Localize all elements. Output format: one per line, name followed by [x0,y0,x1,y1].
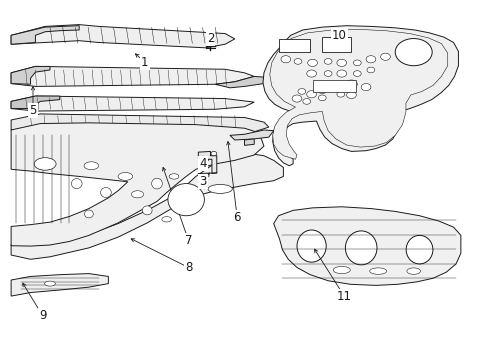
Circle shape [345,80,357,89]
Circle shape [336,91,344,97]
Ellipse shape [406,268,420,274]
Circle shape [318,95,325,101]
Circle shape [317,86,326,94]
Ellipse shape [101,188,111,198]
Polygon shape [11,26,79,44]
Polygon shape [269,29,447,159]
Circle shape [380,53,389,60]
Polygon shape [263,26,458,166]
Ellipse shape [71,179,82,189]
Circle shape [361,84,370,91]
Text: 5: 5 [29,104,37,117]
Circle shape [324,59,331,64]
Circle shape [346,91,356,99]
Circle shape [302,99,310,104]
Circle shape [353,60,361,66]
Ellipse shape [296,230,325,262]
Circle shape [210,152,216,156]
Polygon shape [11,66,50,84]
Polygon shape [229,130,273,140]
Circle shape [336,70,346,77]
Polygon shape [312,80,356,93]
Ellipse shape [151,178,162,189]
Circle shape [306,70,316,77]
Circle shape [366,67,374,73]
Text: 10: 10 [331,29,346,42]
Ellipse shape [84,162,99,170]
Circle shape [326,84,334,90]
Ellipse shape [34,158,56,170]
Polygon shape [11,66,254,86]
Ellipse shape [162,217,171,222]
Ellipse shape [131,191,143,198]
Ellipse shape [169,174,179,179]
Text: 7: 7 [184,234,192,247]
Text: 1: 1 [141,55,148,69]
Polygon shape [273,207,460,285]
Polygon shape [11,154,283,259]
Text: 2: 2 [206,32,214,45]
Ellipse shape [167,184,204,216]
Polygon shape [11,123,264,246]
Polygon shape [11,96,60,109]
Polygon shape [244,139,254,145]
Circle shape [281,56,290,63]
Ellipse shape [84,210,93,218]
Circle shape [297,89,305,94]
Ellipse shape [406,235,432,264]
Circle shape [353,71,361,76]
Circle shape [307,59,317,66]
Text: 6: 6 [233,211,241,224]
Text: 9: 9 [39,309,46,322]
Text: 8: 8 [184,261,192,274]
Text: 11: 11 [336,289,351,303]
Polygon shape [11,114,268,134]
Text: 3: 3 [199,175,206,188]
Ellipse shape [332,266,349,274]
Polygon shape [278,39,309,52]
Polygon shape [322,37,351,52]
Circle shape [366,56,375,63]
Ellipse shape [207,184,232,193]
Ellipse shape [345,231,376,265]
Circle shape [293,59,301,64]
Ellipse shape [44,281,55,286]
Polygon shape [11,274,108,296]
Polygon shape [198,152,216,174]
Ellipse shape [142,206,152,215]
Polygon shape [215,76,264,88]
Polygon shape [11,24,234,48]
Ellipse shape [369,268,386,274]
Circle shape [394,39,431,66]
Circle shape [306,91,316,98]
Circle shape [291,95,301,102]
Circle shape [324,71,331,76]
Text: 4: 4 [199,157,206,170]
Circle shape [336,59,346,66]
Polygon shape [11,96,254,111]
Ellipse shape [118,172,132,180]
